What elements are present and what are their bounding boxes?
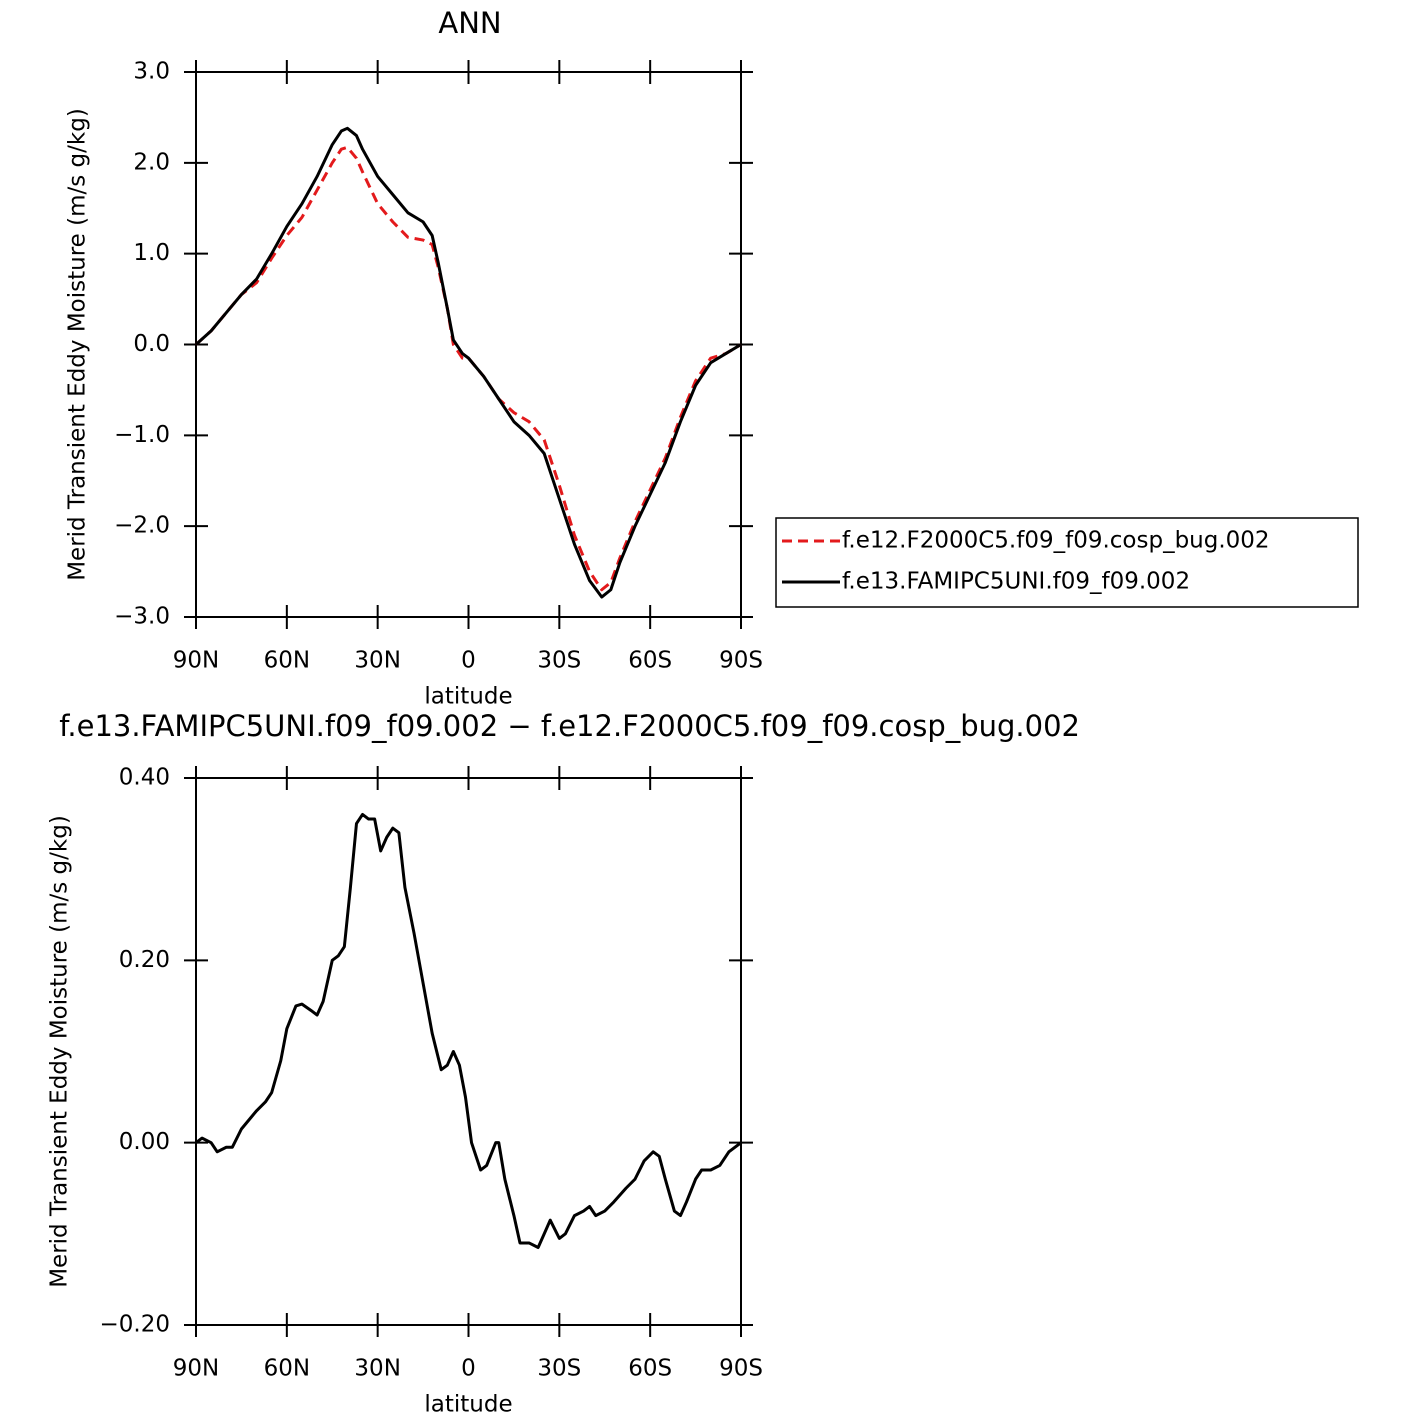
y-tick-label: 0.0 — [133, 331, 170, 357]
data-line — [195, 812, 742, 1250]
legend-label: f.e12.F2000C5.f09_f09.cosp_bug.002 — [842, 528, 1270, 554]
y-tick-label: 1.0 — [133, 240, 170, 266]
y-tick-label: 0.00 — [119, 1129, 170, 1155]
x-tick-label: 30S — [537, 1356, 581, 1382]
x-tick-label: 30N — [354, 648, 400, 674]
y-tick-label: 0.20 — [119, 947, 170, 973]
chart-title: ANN — [438, 6, 501, 40]
y-tick-label: −1.0 — [114, 422, 170, 448]
y-tick-label: −2.0 — [114, 513, 170, 539]
plot-frame — [195, 777, 742, 1326]
x-tick-label: 30S — [537, 648, 581, 674]
x-tick-label: 60S — [628, 1356, 672, 1382]
y-tick-label: 2.0 — [133, 149, 170, 175]
legend-label: f.e13.FAMIPC5UNI.f09_f09.002 — [842, 569, 1190, 595]
x-axis-label: latitude — [424, 684, 512, 710]
plot-frame — [195, 71, 742, 618]
series-line — [194, 126, 742, 599]
y-tick-label: −3.0 — [114, 604, 170, 630]
x-tick-label: 60N — [264, 648, 310, 674]
x-tick-label: 90S — [719, 1356, 763, 1382]
series-line — [194, 145, 742, 592]
x-tick-label: 90S — [719, 648, 763, 674]
y-axis-label: Merid Transient Eddy Moisture (m/s g/kg) — [65, 108, 91, 581]
chart-title: f.e13.FAMIPC5UNI.f09_f09.002 − f.e12.F20… — [59, 709, 1080, 743]
y-tick-label: 3.0 — [133, 59, 170, 85]
legend-box — [775, 517, 1359, 608]
y-tick-label: −0.20 — [100, 1312, 170, 1338]
x-tick-label: 0 — [461, 648, 476, 674]
x-tick-label: 60N — [264, 1356, 310, 1382]
x-tick-label: 90N — [173, 648, 219, 674]
x-axis-label: latitude — [424, 1392, 512, 1418]
x-tick-label: 60S — [628, 648, 672, 674]
x-tick-label: 30N — [354, 1356, 400, 1382]
y-axis-label: Merid Transient Eddy Moisture (m/s g/kg) — [47, 815, 73, 1288]
x-tick-label: 0 — [461, 1356, 476, 1382]
x-tick-label: 90N — [173, 1356, 219, 1382]
y-tick-label: 0.40 — [119, 765, 170, 791]
